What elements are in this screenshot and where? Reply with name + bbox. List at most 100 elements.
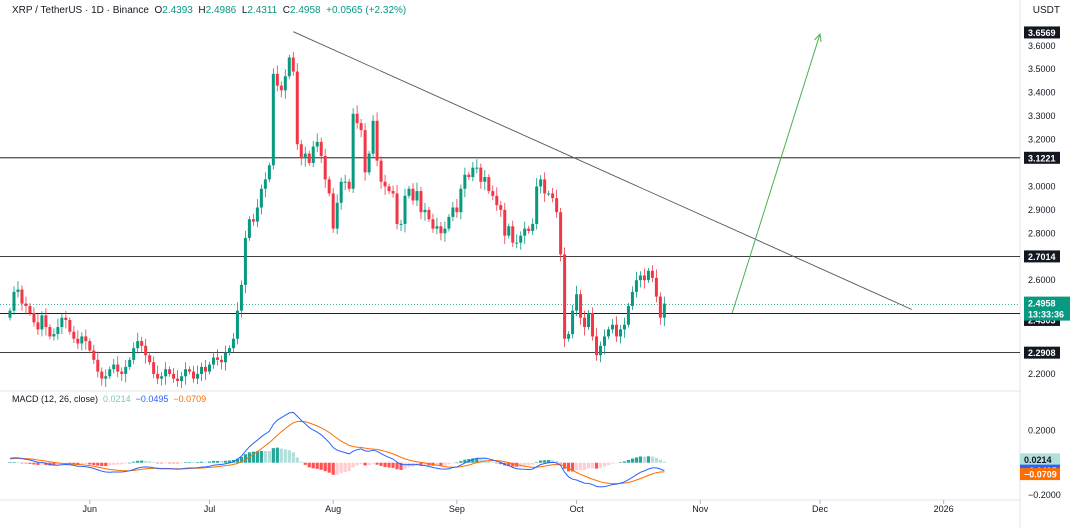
macd-histogram-bar — [387, 462, 391, 468]
candle-body — [176, 378, 180, 381]
macd-histogram-bar — [511, 462, 515, 467]
candle-body — [231, 338, 235, 349]
candle-body — [144, 345, 148, 356]
macd-histogram-bar — [195, 462, 200, 463]
candle-body — [243, 237, 247, 285]
macd-histogram-bar — [618, 462, 623, 464]
candle-body — [355, 113, 359, 124]
price-tick-label: 2.2000 — [1028, 369, 1056, 379]
price-level-tag-label: 3.6569 — [1028, 28, 1056, 38]
price-level-tag — [1024, 346, 1060, 359]
candle-body — [559, 212, 563, 255]
candle-body — [16, 289, 20, 292]
price-tick-label: 3.6000 — [1028, 41, 1056, 51]
macd-histogram-bar — [447, 462, 451, 465]
candle-body — [607, 329, 610, 337]
macd-indicator-label[interactable]: MACD (12, 26, close) — [12, 394, 99, 404]
macd-histogram-bar — [100, 462, 104, 467]
high-value: 2.4986 — [205, 5, 237, 16]
candle-body — [535, 186, 539, 224]
projection-arrow-line — [731, 33, 821, 314]
macd-histogram-bar — [598, 462, 603, 468]
macd-histogram-bar — [590, 462, 595, 469]
macd-histogram-bar — [331, 462, 335, 475]
macd-histogram-bar — [463, 459, 467, 463]
macd-histogram-bar — [175, 462, 180, 464]
open-value: 2.4393 — [162, 5, 193, 16]
macd-histogram-bar — [148, 461, 152, 463]
candle-body — [483, 177, 487, 182]
macd-histogram-bar — [495, 462, 499, 464]
candle-body — [499, 205, 503, 210]
candle-body — [307, 153, 311, 163]
candle-body — [571, 310, 575, 335]
macd-histogram-bar — [168, 462, 172, 464]
macd-histogram-bar — [223, 460, 228, 463]
candle-body — [567, 334, 571, 339]
candle-body — [650, 270, 654, 278]
macd-histogram-bar — [76, 462, 80, 465]
candle-body — [188, 369, 192, 372]
candle-body — [527, 228, 531, 231]
candle-body — [168, 369, 172, 374]
candle-body — [72, 331, 76, 339]
current-price-tag-label: 2.4958 — [1028, 299, 1056, 309]
candle-body — [108, 369, 112, 377]
price-tick-label: 3.3000 — [1028, 111, 1056, 121]
macd-value-tag-label: 0.0214 — [1024, 455, 1052, 465]
macd-histogram-bar — [323, 462, 327, 472]
month-label: 2026 — [934, 504, 954, 514]
candle-body — [255, 207, 259, 222]
candle-body — [343, 181, 347, 183]
low-label: L — [241, 5, 248, 16]
candle-body — [495, 195, 499, 206]
macd-histogram-bar — [136, 460, 140, 463]
candle-body — [610, 324, 614, 330]
candle-body — [311, 146, 315, 163]
macd-histogram-bar — [12, 462, 16, 463]
macd-signal-value: −0.0709 — [173, 394, 207, 404]
macd-histogram-bar — [299, 461, 303, 463]
price-level-tag-label: 2.2908 — [1028, 348, 1056, 358]
macd-hist-value: 0.0214 — [103, 394, 131, 404]
macd-histogram-bar — [327, 462, 331, 473]
macd-histogram-bar — [527, 462, 531, 466]
macd-histogram-bar — [646, 456, 650, 463]
candle-body — [208, 364, 211, 372]
candle-body — [112, 364, 116, 370]
macd-histogram-bar — [283, 449, 287, 463]
descending-trendline — [293, 31, 912, 310]
symbol-label[interactable]: XRP / TetherUS · 1D · Binance — [12, 5, 149, 16]
macd-histogram-bar — [183, 462, 188, 464]
macd-histogram-bar — [263, 451, 267, 463]
macd-histogram-bar — [471, 458, 475, 463]
candle-body — [24, 303, 28, 306]
candle-body — [614, 324, 618, 337]
macd-histogram-bar — [582, 462, 587, 470]
candle-body — [351, 113, 355, 189]
candle-body — [128, 359, 132, 367]
candle-body — [211, 357, 215, 365]
candle-body — [439, 226, 443, 234]
macd-histogram-bar — [259, 450, 263, 463]
candle-body — [531, 223, 535, 231]
currency-label[interactable]: USDT — [1032, 5, 1060, 16]
candle-body — [287, 57, 291, 77]
candle-body — [235, 310, 239, 339]
candle-body — [451, 207, 455, 217]
candle-body — [315, 141, 319, 147]
macd-histogram-bar — [610, 462, 615, 464]
high-label: H — [198, 5, 206, 16]
macd-histogram-bar — [339, 462, 343, 474]
macd-value-tag — [1020, 453, 1060, 466]
price-tick-label: 3.5000 — [1028, 64, 1056, 74]
macd-histogram-bar — [654, 457, 658, 463]
macd-histogram-bar — [355, 462, 359, 466]
macd-histogram-bar — [207, 461, 212, 463]
chart-legend-header: XRP / TetherUS · 1D · Binance O2.4393 H2… — [12, 5, 406, 16]
candle-body — [327, 179, 331, 194]
candle-body — [80, 336, 84, 344]
macd-histogram-bar — [96, 462, 100, 466]
candle-body — [200, 366, 204, 374]
